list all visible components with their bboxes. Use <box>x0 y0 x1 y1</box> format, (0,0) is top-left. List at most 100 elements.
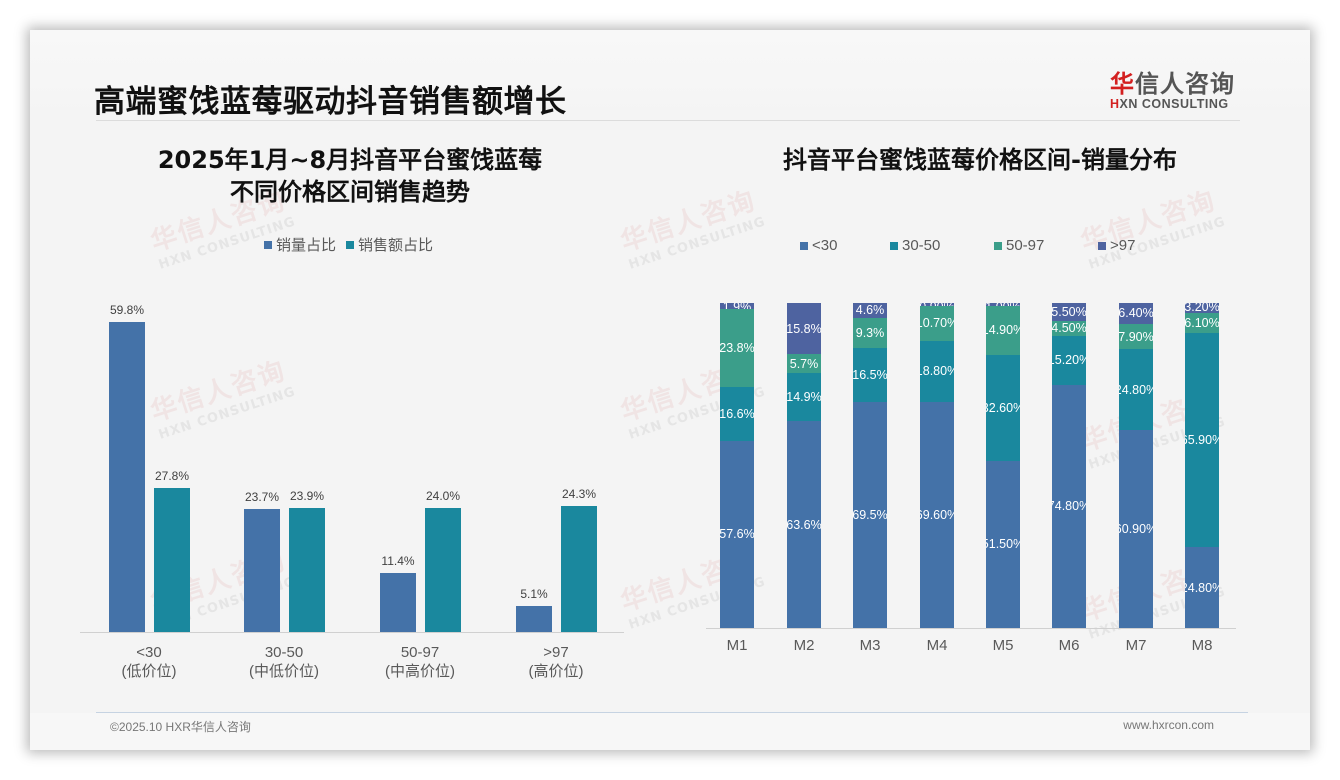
legend-item-30-50: 30-50 <box>890 237 994 254</box>
data-label: 24.3% <box>561 487 597 502</box>
right-chart-x-axis <box>706 628 1236 629</box>
segment-lt30: 51.50% <box>986 460 1020 628</box>
legend-item-gt97: >97 <box>1098 237 1135 254</box>
left-chart-title: 2025年1月~8月抖音平台蜜饯蓝莓 不同价格区间销售趋势 <box>157 146 543 206</box>
data-label: 5.1% <box>520 586 548 601</box>
segment-label: 15.20% <box>1052 353 1086 368</box>
segment-label: 24.80% <box>1119 382 1153 397</box>
segment-30-50: 18.80% <box>920 340 954 402</box>
stacked-bar: 60.90% 24.80% 7.90% 6.40% <box>1119 303 1153 628</box>
bar-sales-share <box>561 506 597 632</box>
month-label: M7 <box>1125 637 1147 654</box>
segment-label: 15.8% <box>787 321 821 336</box>
footer-copyright: ©2025.10 HXR华信人咨询 <box>110 720 251 734</box>
left-chart-legend: 销量占比 销售额占比 <box>264 234 433 255</box>
stacked-bar: 51.50% 32.60% 14.90% 1.00% <box>986 303 1020 628</box>
title-divider <box>96 120 1240 121</box>
month-label: M2 <box>793 637 815 654</box>
month-label: M8 <box>1191 637 1213 654</box>
right-chart-legend: <30 30-50 50-97 >97 <box>800 237 1135 254</box>
legend-item-volume: 销量占比 <box>264 234 336 255</box>
category-label: 30-50 (中低价位) <box>249 644 319 680</box>
slide: 高端蜜饯蓝莓驱动抖音销售额增长 华信人咨询 HXN CONSULTING 华信人… <box>30 30 1310 750</box>
segment-label: 5.50% <box>1052 304 1086 319</box>
page-title: 高端蜜饯蓝莓驱动抖音销售额增长 <box>94 84 567 120</box>
segment-label: 5.7% <box>789 356 819 371</box>
segment-30-50: 65.90% <box>1185 333 1219 548</box>
segment-label: 51.50% <box>986 537 1020 552</box>
stacked-bar: 74.80% 15.20% 4.50% 5.50% <box>1052 303 1086 628</box>
segment-lt30: 24.80% <box>1185 547 1219 628</box>
segment-gt97: 5.50% <box>1052 303 1086 321</box>
logo-en: HXN CONSULTING <box>1110 97 1229 111</box>
segment-lt30: 60.90% <box>1119 430 1153 628</box>
segment-label: 63.6% <box>787 517 821 532</box>
segment-label: 65.90% <box>1185 433 1219 448</box>
segment-label: 69.5% <box>853 507 887 522</box>
segment-50-97: 7.90% <box>1119 323 1153 350</box>
segment-label: 57.6% <box>720 527 754 542</box>
segment-label: 14.9% <box>787 390 821 405</box>
segment-lt30: 57.6% <box>720 440 754 628</box>
segment-gt97: 15.8% <box>787 303 821 355</box>
bar-sales-share <box>289 508 325 632</box>
segment-label: 23.8% <box>720 340 754 355</box>
footer-divider <box>96 712 1248 713</box>
bar-volume-share <box>244 509 280 632</box>
data-label: 24.0% <box>425 488 461 503</box>
month-label: M4 <box>926 637 948 654</box>
legend-item-lt30: <30 <box>800 237 890 254</box>
segment-label: 24.80% <box>1185 580 1219 595</box>
stacked-bar: 69.60% 18.80% 10.70% 0.90% <box>920 303 954 628</box>
segment-label: 1.00% <box>986 303 1020 306</box>
segment-label: 74.80% <box>1052 499 1086 514</box>
segment-label: 16.6% <box>720 406 754 421</box>
segment-label: 3.20% <box>1185 303 1219 314</box>
segment-50-97: 6.10% <box>1185 313 1219 334</box>
segment-lt30: 63.6% <box>787 421 821 628</box>
segment-label: 18.80% <box>920 364 954 379</box>
data-label: 23.7% <box>244 490 280 505</box>
data-label: 23.9% <box>289 489 325 504</box>
segment-50-97: 10.70% <box>920 305 954 341</box>
segment-label: 9.3% <box>855 326 885 341</box>
stacked-bar: 57.6% 16.6% 23.8% 1.9% <box>720 303 754 628</box>
header-band <box>30 30 1310 120</box>
segment-label: 16.5% <box>853 368 887 383</box>
bar-volume-share <box>380 572 416 632</box>
segment-gt97: 3.20% <box>1185 303 1219 314</box>
footer-website[interactable]: www.hxrcon.com <box>1123 718 1214 732</box>
segment-label: 4.50% <box>1052 321 1086 336</box>
segment-50-97: 14.90% <box>986 306 1020 355</box>
left-chart-x-axis <box>80 632 624 633</box>
segment-label: 4.6% <box>855 303 885 318</box>
segment-50-97: 5.7% <box>787 354 821 373</box>
segment-30-50: 24.80% <box>1119 349 1153 431</box>
stacked-bar: 63.6% 14.9% 5.7% 15.8% <box>787 303 821 628</box>
brand-logo: 华信人咨询 HXN CONSULTING <box>1110 64 1250 111</box>
month-label: M5 <box>992 637 1014 654</box>
segment-label: 6.10% <box>1185 316 1219 331</box>
stacked-bar: 24.80% 65.90% 6.10% 3.20% <box>1185 303 1219 628</box>
data-label: 11.4% <box>381 553 415 568</box>
data-label: 59.8% <box>109 303 145 317</box>
month-label: M1 <box>726 637 748 654</box>
data-label: 27.8% <box>154 468 190 483</box>
segment-label: 6.40% <box>1119 306 1153 321</box>
month-label: M3 <box>859 637 881 654</box>
legend-item-50-97: 50-97 <box>994 237 1098 254</box>
segment-gt97: 1.9% <box>720 303 754 310</box>
segment-gt97: 4.6% <box>853 303 887 318</box>
segment-label: 69.60% <box>920 507 954 522</box>
segment-50-97: 23.8% <box>720 309 754 387</box>
segment-label: 0.90% <box>920 303 954 306</box>
bar-volume-share <box>109 322 145 632</box>
segment-30-50: 14.9% <box>787 372 821 422</box>
bar-volume-share <box>516 605 552 632</box>
legend-item-sales: 销售额占比 <box>346 234 433 255</box>
segment-30-50: 32.60% <box>986 354 1020 461</box>
segment-label: 1.9% <box>723 303 752 309</box>
segment-gt97: 0.90% <box>920 303 954 306</box>
